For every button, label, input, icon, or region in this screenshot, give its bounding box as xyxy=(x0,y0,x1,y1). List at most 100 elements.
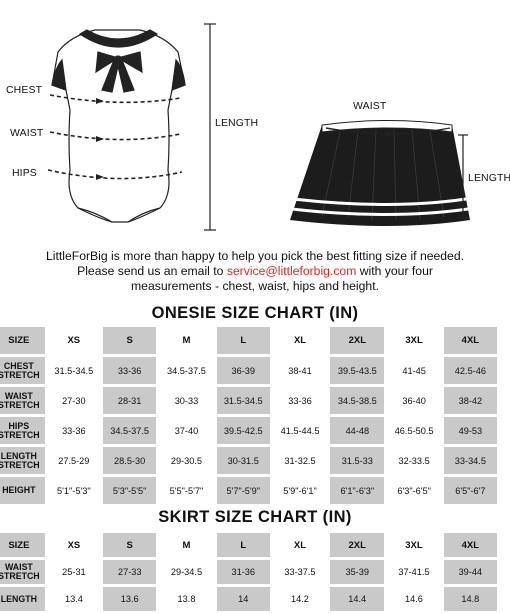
table-cell: 37-40 xyxy=(159,417,214,444)
table-cell: 42.5-46 xyxy=(443,357,497,384)
table-cell: 44-48 xyxy=(330,417,385,444)
row-label-sub: STRETCH xyxy=(0,399,40,410)
table-cell: 35-39 xyxy=(330,560,385,584)
table-cell: 39.5-43.5 xyxy=(330,357,385,384)
table-cell: 39-44 xyxy=(443,560,497,584)
size-column-header: L xyxy=(216,327,270,354)
table-cell: 27-33 xyxy=(103,560,157,584)
row-label: HIPS xyxy=(8,420,30,431)
table-row: WAIST STRETCH 27-30 28-31 30-33 31.5-34.5 33-3… xyxy=(0,387,497,414)
table-cell: 34.5-37.5 xyxy=(102,417,157,444)
email-link[interactable]: service@littleforbig.com xyxy=(226,264,357,278)
intro-line-2-start: Please send us an email to xyxy=(77,264,227,278)
table-cell: 5'7"-5'9" xyxy=(216,477,270,504)
table-cell: 29-30.5 xyxy=(159,447,214,474)
table-cell: 27-30 xyxy=(47,387,100,414)
table-header-row: SIZE XS S M L XL 2XL 3XL 4XL xyxy=(0,533,497,557)
table-cell: 13.8 xyxy=(159,587,214,611)
size-column-header: 3XL xyxy=(387,533,441,557)
size-column-header: 2XL xyxy=(330,327,385,354)
table-cell: 41.5-44.5 xyxy=(272,417,328,444)
onesie-length-line xyxy=(204,23,216,231)
table-header-row: SIZE XS S M L XL 2XL 3XL 4XL xyxy=(0,327,497,354)
table-cell: 5'3"-5'5" xyxy=(102,477,157,504)
table-row: LENGTH 13.4 13.6 13.8 14 14.2 14.4 14.6 14.8 xyxy=(0,587,497,611)
size-header-cell: SIZE xyxy=(0,327,45,354)
table-cell: 32-33.5 xyxy=(387,447,441,474)
table-cell: 31-36 xyxy=(216,560,270,584)
table-cell: 49-53 xyxy=(443,417,497,444)
table-cell: 39.5-42.5 xyxy=(216,417,270,444)
row-label-cell: CHEST STRETCH xyxy=(0,357,45,384)
table-cell: 30-33 xyxy=(159,387,214,414)
size-column-header: XL xyxy=(272,327,328,354)
skirt-length-line xyxy=(458,134,468,219)
size-column-header: 2XL xyxy=(330,533,385,557)
table-cell: 31.5-34.5 xyxy=(216,387,270,414)
size-header-cell: SIZE xyxy=(0,533,45,557)
table-cell: 5'1"-5'3" xyxy=(47,477,100,504)
size-illustration: CHEST WAIST HIPS LENGTH WAIST LENGTH xyxy=(0,0,510,240)
size-column-header: 3XL xyxy=(387,327,441,354)
skirt-chart-title: SKIRT SIZE CHART (IN) xyxy=(158,508,352,526)
intro-line-2: Please send us an email to service@littl… xyxy=(0,264,510,279)
skirt-size-table: SIZE XS S M L XL 2XL 3XL 4XL WAIST STRETCH 25-31 27-… xyxy=(0,530,500,614)
table-cell: 13.6 xyxy=(103,587,157,611)
table-cell: 46.5-50.5 xyxy=(387,417,441,444)
size-column-header: XL xyxy=(272,533,328,557)
table-row: LENGTH STRETCH 27.5-29 28.5-30 29-30.5 30-31.… xyxy=(0,447,497,474)
row-label: LENGTH xyxy=(0,593,37,604)
skirt-waist-label: WAIST xyxy=(353,100,387,112)
table-cell: 38-41 xyxy=(272,357,328,384)
size-column-header: 4XL xyxy=(443,327,497,354)
table-cell: 29-34.5 xyxy=(159,560,214,584)
table-cell: 33-36 xyxy=(272,387,328,414)
size-column-header: L xyxy=(216,533,270,557)
row-label-sub: STRETCH xyxy=(0,571,40,581)
table-cell: 14.2 xyxy=(272,587,328,611)
table-cell: 37-41.5 xyxy=(387,560,441,584)
onesie-length-label: LENGTH xyxy=(215,117,259,129)
row-label-sub: STRETCH xyxy=(0,459,40,470)
table-cell: 41-45 xyxy=(387,357,441,384)
table-cell: 13.4 xyxy=(47,587,101,611)
row-label-cell: HEIGHT xyxy=(0,477,45,504)
table-row: CHEST STRETCH 31.5-34.5 33-36 34.5-37.5 36-39… xyxy=(0,357,497,384)
table-cell: 34.5-38.5 xyxy=(330,387,385,414)
onesie-chart-title: ONESIE SIZE CHART (IN) xyxy=(151,304,359,322)
size-column-header: XS xyxy=(47,533,101,557)
row-label: HEIGHT xyxy=(2,485,36,495)
table-cell: 31-32.5 xyxy=(272,447,328,474)
table-cell: 6'5"-6'7 xyxy=(443,477,497,504)
table-cell: 33-37.5 xyxy=(272,560,328,584)
skirt-arrow-head xyxy=(386,131,394,137)
table-cell: 6'1"-6'3" xyxy=(330,477,385,504)
intro-text: LittleForBig is more than happy to help … xyxy=(0,249,510,294)
table-row: HEIGHT 5'1"-5'3" 5'3"-5'5" 5'5"-5'7" 5'7"-5'… xyxy=(0,477,497,504)
table-cell: 38-42 xyxy=(443,387,497,414)
table-cell: 31.5-33 xyxy=(330,447,385,474)
size-column-header: S xyxy=(102,327,157,354)
onesie-measure-arrows xyxy=(47,94,183,180)
table-cell: 14.4 xyxy=(330,587,385,611)
row-label: CHEST xyxy=(3,360,34,371)
row-label: WAIST xyxy=(4,390,33,401)
table-cell: 36-40 xyxy=(387,387,441,414)
table-cell: 30-31.5 xyxy=(216,447,270,474)
table-cell: 28.5-30 xyxy=(102,447,157,474)
onesie-arrow-heads xyxy=(96,98,104,180)
table-cell: 14.8 xyxy=(443,587,497,611)
size-column-header: XS xyxy=(47,327,100,354)
skirt-length-label: LENGTH xyxy=(468,172,510,184)
row-label: WAIST xyxy=(4,562,33,572)
table-cell: 34.5-37.5 xyxy=(159,357,214,384)
row-label-cell: LENGTH STRETCH xyxy=(0,447,45,474)
row-label-cell: HIPS STRETCH xyxy=(0,417,45,444)
size-column-header: 4XL xyxy=(443,533,497,557)
row-label-sub: STRETCH xyxy=(0,429,40,440)
size-column-header: M xyxy=(159,327,214,354)
size-column-header: M xyxy=(159,533,214,557)
table-cell: 31.5-34.5 xyxy=(47,357,100,384)
table-cell: 14.6 xyxy=(387,587,441,611)
table-cell: 36-39 xyxy=(216,357,270,384)
